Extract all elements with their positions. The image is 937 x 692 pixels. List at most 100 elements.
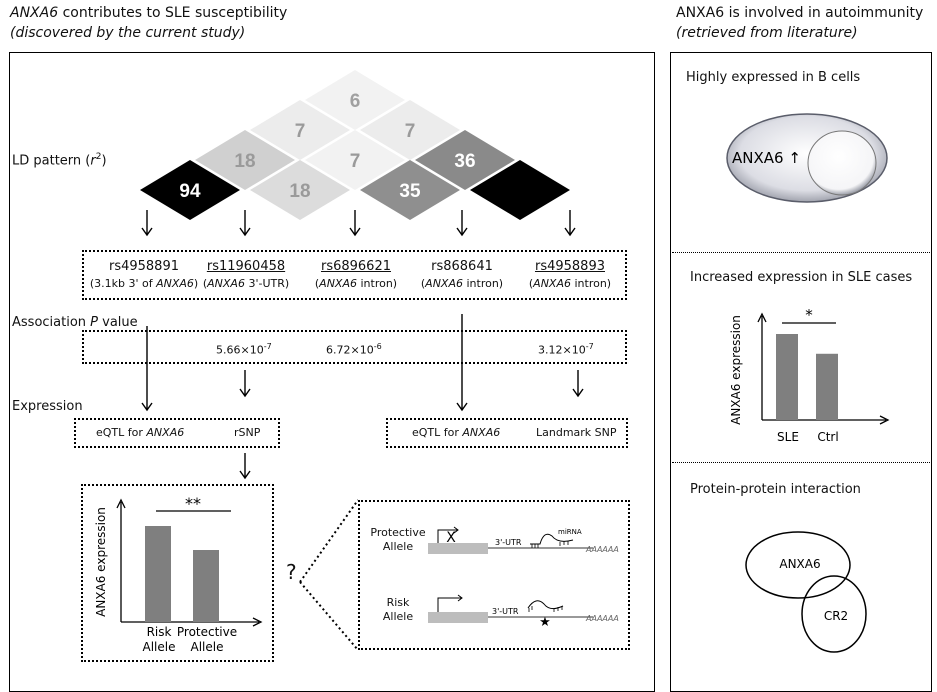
utr-label-protective: 3'-UTR: [495, 538, 522, 547]
left-header-subtitle: (discovered by the current study): [10, 25, 246, 41]
ld-cell-top: [305, 70, 405, 130]
cat-label-1b: Allele: [143, 640, 176, 654]
cat-label-ctrl: Ctrl: [817, 430, 838, 444]
ld-cell-r4c: [360, 160, 460, 220]
right-header-title: ANXA6 is involved in autoimmunity: [676, 5, 924, 21]
cat-label-2a: Protective: [177, 625, 237, 639]
promoter-arrow-protective: [437, 526, 459, 543]
ld-value-r2b: 7: [405, 121, 416, 142]
mirna-protective: [530, 533, 574, 545]
expression-box-right: [386, 418, 628, 448]
ld-cell-r3a: [195, 130, 295, 190]
gene-block-risk: [428, 612, 488, 623]
cat-label-2b: Allele: [191, 640, 224, 654]
gene-block-protective: [428, 543, 488, 554]
ld-value-r2a: 7: [295, 121, 306, 142]
ld-cell-r3c: [415, 130, 515, 190]
b-cell-nucleus: [807, 130, 877, 196]
arrow-ld-2: [239, 210, 251, 237]
bar-sle: [776, 334, 798, 420]
ld-cell-r4b: [250, 160, 350, 220]
risk-allele-label: Risk Allele: [382, 596, 414, 623]
expression-label: Expression: [12, 399, 83, 414]
allele-chart-box: [81, 484, 274, 662]
b-cell-label: ANXA6 ↑: [732, 149, 801, 167]
question-connector: [299, 499, 359, 651]
arrow-snp4-expr: [456, 314, 468, 412]
ld-value-r4b: 18: [289, 181, 310, 202]
cat-label-sle: SLE: [777, 430, 799, 444]
bar-risk-allele: [145, 526, 171, 622]
ppi-label-anxa6: ANXA6: [779, 557, 820, 571]
bar-protective-allele: [193, 550, 219, 622]
cr2-ellipse: [801, 575, 867, 653]
ld-cell-r2a: [250, 100, 350, 160]
eqtl-label-left: eQTL for ANXA6: [96, 426, 185, 439]
arrow-rsnp-chart: [239, 453, 251, 480]
snp-4: rs868641 (ANXA6 intron): [420, 259, 504, 290]
ld-value-r3b: 7: [350, 151, 361, 172]
block-x: X: [446, 530, 456, 546]
ld-cell-r3b: [305, 130, 405, 190]
utr-label-risk: 3'-UTR: [492, 607, 519, 616]
snp-5: rs4958893 (ANXA6 intron): [528, 259, 612, 290]
sig-label-1: **: [185, 494, 201, 513]
pvalue-box: [82, 330, 627, 364]
polya-risk: AAAAAA: [585, 614, 619, 623]
snp-1: rs4958891 (3.1kb 3' of ANXA6): [89, 259, 199, 290]
ld-cell-r4a: [140, 160, 240, 220]
cat-label-1a: Risk: [147, 625, 172, 639]
landmark-snp-label: Landmark SNP: [536, 426, 617, 439]
question-mark: ?: [286, 560, 297, 584]
arrow-snp5-pval: [572, 370, 584, 398]
pvalue-3: 3.12×10-7: [538, 342, 594, 357]
snp-3: rs6896621 (ANXA6 intron): [314, 259, 398, 290]
bar-ctrl: [816, 353, 838, 420]
arrow-ld-1: [141, 210, 153, 237]
arrow-snp1-expr: [141, 326, 153, 412]
eqtl-label-right: eQTL for ANXA6: [412, 426, 501, 439]
arrow-ld-3: [349, 210, 361, 237]
protective-allele-label: Protective Allele: [370, 526, 426, 553]
pvalue-1: 5.66×10-7: [216, 342, 272, 357]
arrow-ld-4: [456, 210, 468, 237]
promoter-arrow-risk: [437, 594, 463, 612]
snp-box: [82, 250, 627, 300]
mechanism-diagram: X 3'-UTR miRNA AAAAAA 3'-UTR ★ AAAAAA: [428, 526, 619, 630]
b-cell-illustration: ANXA6 ↑: [726, 113, 888, 203]
flow-arrows: [141, 314, 584, 651]
ld-diamond-plot: 6 7 7 18 7 36 94 18 35: [140, 70, 576, 237]
ppi-diagram: ANXA6 CR2: [745, 531, 867, 653]
right-header-subtitle: (retrieved from literature): [676, 25, 858, 41]
right-divider-2: [672, 462, 930, 463]
risk-star: ★: [539, 615, 551, 630]
allele-expression-chart: ** ANXA6 expression Risk Allele Protecti…: [94, 494, 263, 654]
ld-cell-r4d: [470, 160, 570, 220]
association-label: Association P value: [12, 315, 138, 330]
ld-value-r3c: 36: [454, 151, 475, 172]
sig-label-2: *: [805, 306, 813, 324]
pvalue-2: 6.72×10-6: [326, 342, 382, 357]
arrow-ld-5: [564, 210, 576, 237]
mirna-risk: [527, 600, 564, 610]
mirna-label: miRNA: [558, 528, 582, 536]
right-divider-1: [672, 252, 930, 253]
mechanism-box: [358, 500, 630, 650]
ppi-label-cr2: CR2: [824, 609, 848, 623]
right-section3-title: Protein-protein interaction: [690, 482, 861, 497]
sle-expression-chart: * ANXA6 expression SLE Ctrl: [729, 306, 890, 444]
rsnp-label: rSNP: [234, 426, 261, 439]
arrow-snp2-pval: [239, 370, 251, 398]
ld-pattern-label: LD pattern (r2): [12, 152, 107, 169]
ld-value-top: 6: [350, 91, 361, 112]
right-section1-title: Highly expressed in B cells: [686, 70, 861, 85]
anxa6-ellipse: [745, 531, 851, 599]
ld-value-r4a: 94: [179, 181, 201, 202]
y-axis-label-2: ANXA6 expression: [729, 315, 743, 425]
snp-2: rs11960458 (ANXA6 3'-UTR): [202, 259, 290, 290]
ld-value-r3a: 18: [234, 151, 255, 172]
y-axis-label-1: ANXA6 expression: [94, 507, 108, 617]
right-section2-title: Increased expression in SLE cases: [690, 270, 913, 285]
ld-cell-r2b: [360, 100, 460, 160]
left-header-title: ANXA6 contributes to SLE susceptibility: [10, 5, 288, 21]
